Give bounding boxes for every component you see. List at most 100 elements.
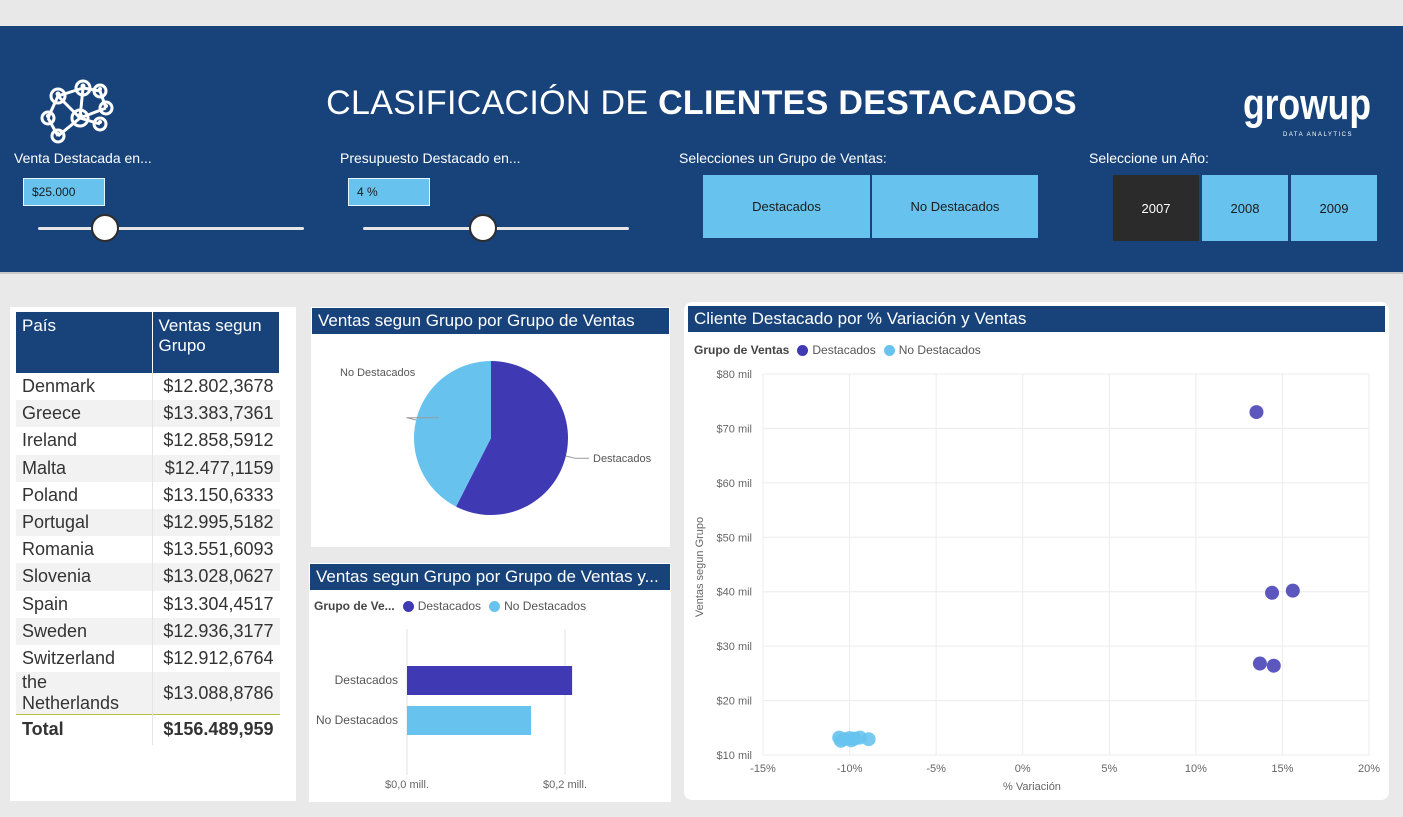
scatter-ytick-label: $30 mil [717,641,752,653]
scatter-xtick-label: -15% [750,763,776,775]
bar-title: Ventas segun Grupo por Grupo de Ventas y… [310,564,670,590]
legend-dot-destacados [797,344,809,356]
scatter-xtick-label: 20% [1358,763,1380,775]
country-cell: Malta [16,454,153,482]
venta-value-input[interactable]: $25.000 [23,178,105,206]
brand-name: growup [1243,81,1371,129]
table-row[interactable]: Ireland $12.858,5912 [16,427,280,455]
bar-destacados[interactable] [407,666,573,695]
country-cell: Greece [16,400,153,428]
total-value: $156.489,959 [152,714,280,745]
scatter-point-destacados[interactable] [1252,656,1267,671]
legend-dot-destacados [402,600,414,612]
bar-legend-no-destacados[interactable]: No Destacados [504,599,587,613]
scatter-xtick-label: -10% [837,763,863,775]
country-cell: Spain [16,590,153,618]
scatter-title: Cliente Destacado por % Variación y Vent… [688,306,1385,332]
top-strip [0,0,1403,26]
scatter-legend-no-destacados[interactable]: No Destacados [898,343,981,357]
bar-xtick-label: $0,2 mill. [543,779,587,791]
pie-card: Ventas segun Grupo por Grupo de Ventas D… [311,307,670,547]
scatter-x-axis-title: % Variación [1003,781,1061,793]
sales-cell: $13.304,4517 [163,593,274,614]
country-cell: Romania [16,536,153,564]
presupuesto-value-input[interactable]: 4 % [348,178,430,206]
bar-no-destacados[interactable] [407,706,532,735]
pie-slice-no-destacados[interactable] [414,361,491,507]
pie-label-destacados: Destacados [593,453,652,465]
growup-logo: growup DATA ANALYTICS [1243,81,1371,138]
scatter-y-axis-title: Ventas segun Grupo [694,517,706,617]
scatter-ytick-label: $50 mil [717,532,752,544]
network-people-icon [40,79,114,144]
bar-legend-destacados[interactable]: Destacados [417,599,482,613]
table-row[interactable]: Greece $13.383,7361 [16,400,280,428]
scatter-point-no-destacados[interactable] [861,732,876,747]
sales-cell: $12.912,6764 [163,647,274,668]
bar-legend-title: Grupo de Ve... [314,599,395,613]
table-row[interactable]: Malta $12.477,1159 [16,454,280,482]
grupo-option-no-destacados[interactable]: No Destacados [872,175,1038,238]
bar-card: Ventas segun Grupo por Grupo de Ventas y… [309,563,671,802]
sales-cell: $13.551,6093 [163,539,274,560]
legend-dot-no-destacados [883,344,895,356]
pie-slice-destacados[interactable] [456,361,568,515]
dashboard-header: CLASIFICACIÓN DE CLIENTES DESTACADOS gro… [0,26,1403,274]
table-row[interactable]: Switzerland $12.912,6764 [16,644,280,673]
country-cell: the Netherlands [16,672,153,715]
pie-chart: Destacados No Destacados [340,361,652,515]
anio-label: Seleccione un Año: [1089,150,1209,166]
bar-category-label: Destacados [335,673,398,687]
scatter-ytick-label: $20 mil [717,696,752,708]
scatter-ytick-label: $10 mil [717,750,752,762]
sales-cell: $12.802,3678 [163,376,274,397]
anio-option-2008[interactable]: 2008 [1202,175,1288,241]
presupuesto-slider-handle[interactable] [468,214,497,242]
bar-xtick-label: $0,0 mill. [385,779,429,791]
column-header-pais[interactable]: País [16,312,153,373]
table-row[interactable]: Slovenia $13.028,0627 [16,563,280,591]
scatter-point-destacados[interactable] [1265,585,1280,600]
bar-chart: $0,0 mill. $0,2 mill. Destacados No Destaca… [316,629,587,791]
scatter-xtick-label: 15% [1271,763,1293,775]
country-cell: Ireland [16,427,153,455]
venta-label: Venta Destacada en... [14,150,152,166]
table-row[interactable]: Romania $13.551,6093 [16,536,280,564]
sales-cell: $13.150,6333 [163,484,274,505]
grupo-option-destacados[interactable]: Destacados [703,175,870,238]
scatter-card: Cliente Destacado por % Variación y Vent… [684,302,1389,800]
country-sales-table: País Ventas segun Grupo Denmark $12.802,3… [16,312,280,745]
scatter-point-destacados[interactable] [1266,658,1281,673]
scatter-point-no-destacados[interactable] [833,733,848,748]
column-header-ventas[interactable]: Ventas segun Grupo [152,312,280,373]
table-row[interactable]: Denmark $12.802,3678 [16,373,280,401]
scatter-point-destacados[interactable] [1285,583,1300,598]
table-total-row: Total $156.489,959 [16,714,280,745]
sales-cell: $12.936,3177 [152,617,280,645]
scatter-chart: -15% -10% -5% 0% 5% 10% 15% 20% $10 mil $20 mil $3… [694,369,1380,793]
table-row[interactable]: Poland $13.150,6333 [16,481,280,509]
brand-subtitle: DATA ANALYTICS [1283,132,1353,138]
scatter-ytick-label: $40 mil [717,587,752,599]
country-cell: Switzerland [16,644,153,673]
country-cell: Denmark [16,373,153,401]
table-row[interactable]: Sweden $12.936,3177 [16,617,280,645]
pie-label-no-destacados: No Destacados [340,367,416,379]
pie-leader-no-destacados [406,417,439,421]
scatter-ytick-label: $60 mil [717,478,752,490]
country-cell: Portugal [16,508,153,537]
sales-cell: $12.858,5912 [163,430,274,451]
table-row[interactable]: the Netherlands $13.088,8786 [16,672,280,715]
scatter-ytick-label: $70 mil [717,423,752,435]
scatter-legend-destacados[interactable]: Destacados [812,343,876,357]
venta-slider-track[interactable] [38,227,304,230]
anio-option-2007[interactable]: 2007 [1113,175,1199,241]
anio-option-2009[interactable]: 2009 [1291,175,1377,241]
venta-slider-handle[interactable] [90,214,119,242]
sales-cell: $13.088,8786 [152,672,280,715]
pie-leader-destacados [565,455,589,459]
table-row[interactable]: Spain $13.304,4517 [16,590,280,618]
scatter-xtick-label: 0% [1015,763,1031,775]
table-row[interactable]: Portugal $12.995,5182 [16,508,280,537]
scatter-point-destacados[interactable] [1249,405,1264,420]
